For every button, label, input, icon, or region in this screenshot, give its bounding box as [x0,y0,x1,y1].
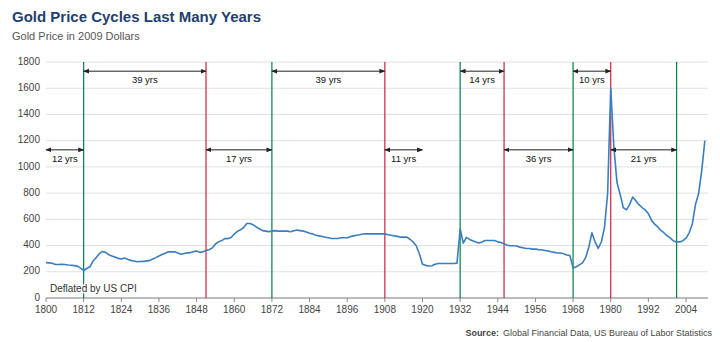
y-tick-label: 800 [23,187,40,198]
cycle-line [83,62,84,298]
x-tick [573,298,574,302]
cycle-label: 11 yrs [391,153,416,164]
x-tick-label: 1836 [148,304,171,315]
x-tick-label: 1884 [298,304,321,315]
y-tick-label: 1600 [18,82,41,93]
x-tick [497,298,498,302]
grid-line [46,62,708,63]
cycle-arrow [385,149,423,150]
cycle-label: 14 yrs [469,74,495,85]
x-tick-label: 1980 [600,304,623,315]
cycle-label: 39 yrs [132,74,158,85]
x-tick [384,298,385,302]
cycle-line [205,62,206,298]
x-tick [158,298,159,302]
source-text: Global Financial Data, US Bureau of Labo… [503,328,713,338]
cycle-label: 17 yrs [226,153,252,164]
annotations: 39 yrs 39 yrs 14 yrs 10 yrs 12 yrs 17 yrs 11 y… [46,71,677,164]
x-tick [309,298,310,302]
y-tick-label: 1200 [18,134,41,145]
grid-line [46,88,708,89]
cycle-label: 36 yrs [526,153,552,164]
x-tick [422,298,423,302]
x-tick-label: 1992 [637,304,660,315]
grid-line [46,245,708,246]
x-tick [46,298,47,302]
cycle-arrow [84,71,206,72]
cycle-label: 10 yrs [579,74,605,85]
cycle-line [460,62,461,298]
x-tick-label: 1944 [487,304,510,315]
cycle-arrow [46,149,84,150]
x-tick-label: 1848 [185,304,208,315]
cycle-line [384,62,385,298]
x-tick-label: 1968 [562,304,585,315]
x-tick [83,298,84,302]
y-tick-label: 1400 [18,108,41,119]
x-tick [347,298,348,302]
x-tick [196,298,197,302]
source-label: Source: [465,328,499,338]
x-tick-label: 1920 [411,304,434,315]
x-tick-label: 1908 [374,304,397,315]
grid-line [46,298,708,299]
x-tick [121,298,122,302]
y-tick-label: 600 [23,213,40,224]
cycle-arrow [611,149,677,150]
title: Gold Price Cycles Last Many Years [12,8,261,25]
x-tick-label: 1800 [35,304,58,315]
cycle-arrow [573,71,611,72]
subtitle: Gold Price in 2009 Dollars [12,30,140,42]
x-tick [610,298,611,302]
grid-line [46,271,708,272]
grid-line [46,193,708,194]
cycle-line [676,62,677,298]
y-tick-label: 200 [23,265,40,276]
x-tick-label: 2004 [675,304,698,315]
x-tick-label: 1824 [110,304,133,315]
x-tick [648,298,649,302]
y-tick-label: 1000 [18,161,41,172]
grid-line [46,219,708,220]
y-axis: 0 200 400 600 800 1000 1200 1400 1600 1800 [18,56,708,303]
grid-line [46,114,708,115]
x-tick [460,298,461,302]
cycle-line [572,62,573,298]
cycle-label: 12 yrs [52,153,78,164]
cycle-arrow [206,149,272,150]
cycle-arrow [272,71,385,72]
x-tick-label: 1932 [449,304,472,315]
price-line [46,88,705,270]
x-tick [686,298,687,302]
x-tick-label: 1872 [261,304,284,315]
source: Source: Global Financial Data, US Bureau … [465,328,712,338]
x-tick-label: 1860 [223,304,246,315]
y-tick-label: 400 [23,239,40,250]
x-axis: 1800 1812 1824 1836 1848 1860 1872 1884 1896 1908… [35,298,708,315]
x-tick [234,298,235,302]
y-tick-label: 1800 [18,56,41,67]
x-tick-label: 1956 [524,304,547,315]
note: Deflated by US CPI [50,283,137,294]
x-tick [271,298,272,302]
cycle-arrow [460,71,504,72]
cycle-arrow [504,149,573,150]
x-axis-line [46,298,708,299]
cycle-line [271,62,272,298]
plot-area [46,62,705,298]
x-tick-label: 1896 [336,304,359,315]
x-tick [535,298,536,302]
cycle-label: 21 yrs [631,153,657,164]
chart-container: Gold Price Cycles Last Many Years Gold Pr… [0,0,720,342]
cycle-line [503,62,504,298]
y-tick-label: 0 [34,292,40,303]
cycle-label: 39 yrs [315,74,341,85]
chart: Gold Price Cycles Last Many Years Gold Pr… [0,0,720,342]
x-tick-label: 1812 [73,304,96,315]
